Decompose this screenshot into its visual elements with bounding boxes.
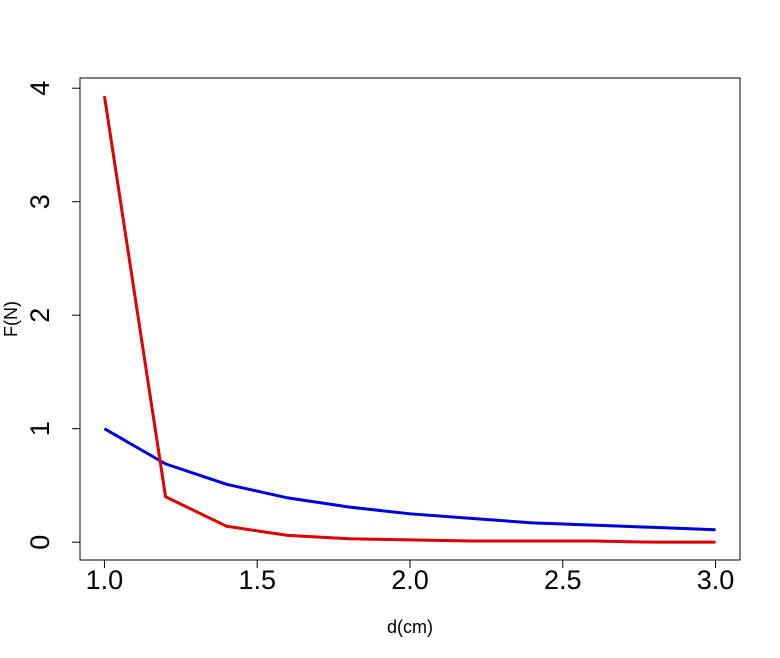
y-axis-label: F(N) xyxy=(1,301,21,337)
plot-frame xyxy=(79,77,741,561)
y-tick-label: 0 xyxy=(25,535,55,550)
y-tick-label: 4 xyxy=(25,81,55,96)
series-line xyxy=(102,95,716,544)
x-tick-label: 1.5 xyxy=(238,565,276,595)
y-tick-label: 2 xyxy=(25,308,55,323)
x-tick-label: 1.0 xyxy=(86,565,124,595)
x-axis-label: d(cm) xyxy=(387,617,433,637)
y-tick-label: 1 xyxy=(25,421,55,436)
series-line xyxy=(103,427,716,532)
y-tick-label: 3 xyxy=(25,194,55,209)
x-tick-label: 3.0 xyxy=(697,565,735,595)
x-tick-label: 2.5 xyxy=(544,565,582,595)
x-tick-label: 2.0 xyxy=(391,565,429,595)
